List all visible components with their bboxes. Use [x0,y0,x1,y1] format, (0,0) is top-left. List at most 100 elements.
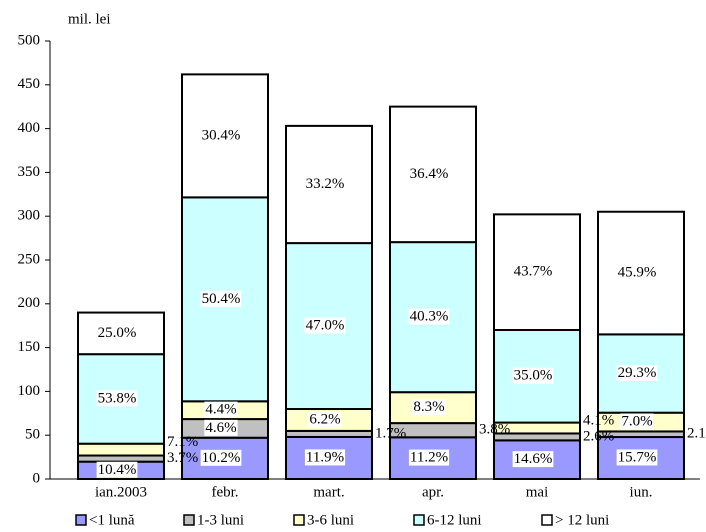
data-label: 7.1% [167,434,198,450]
data-label-bg [96,390,138,407]
data-label: 7.0% [621,413,652,429]
y-tick-label: 150 [18,339,41,355]
y-tick-label: 350 [18,164,41,180]
y-axis-title: mil. lei [68,11,111,27]
data-label-bg [620,413,654,430]
data-label: 6.2% [309,411,340,427]
data-label: 50.4% [202,291,241,307]
data-label: 43.7% [514,264,553,280]
data-label: 2.6% [583,428,614,444]
legend-label: <1 lună [89,512,135,528]
data-label-group: 11.9% [304,449,346,466]
data-label-bg [308,411,342,428]
data-label-bg [304,175,346,192]
data-label-group: 3.8% [479,422,510,438]
data-label-group: 3.7% [167,450,198,466]
data-label-group: 25.0% [96,324,138,341]
legend-swatch [183,514,195,526]
x-tick-label: iun. [630,484,653,500]
data-label-group: 11.2% [408,449,450,466]
data-label-bg [616,449,658,466]
data-label: 11.9% [306,449,344,465]
data-label: 10.4% [98,462,137,478]
data-label-bg [200,290,242,307]
legend-label: 3-6 luni [307,512,354,528]
data-label: 10.2% [202,450,241,466]
data-label-bg [408,165,450,182]
legend-label: > 12 luni [555,512,609,528]
data-label-group: 30.4% [200,127,242,144]
legend-label: 6-12 luni [427,512,482,528]
data-label-group: 15.7% [616,449,658,466]
data-label: 25.0% [98,325,137,341]
legend-swatch [413,514,425,526]
data-label-group: 45.9% [616,264,658,281]
data-label-bg [304,317,346,334]
data-label-group: 50.4% [200,290,242,307]
data-label: 45.9% [618,264,657,280]
data-label: 4.4% [205,402,236,418]
data-label-group: 43.7% [512,263,554,280]
data-label-bg [616,264,658,281]
data-label-bg [96,461,138,478]
data-label-bg [408,449,450,466]
data-label-bg [616,364,658,381]
y-tick-label: 100 [18,383,41,399]
y-tick-label: 50 [25,427,40,443]
data-label-group: 7.1% [167,434,198,450]
data-label-group: 36.4% [408,165,450,182]
data-label: 4.6% [205,420,236,436]
data-label: 40.3% [410,309,449,325]
data-label-bg [200,127,242,144]
data-label-group: 40.3% [408,308,450,325]
data-label: 36.4% [410,166,449,182]
data-label-group: 10.2% [200,449,242,466]
legend-swatch [75,514,87,526]
x-tick-label: ian.2003 [95,484,147,500]
y-tick-label: 300 [18,208,41,224]
legend-label: 1-3 luni [197,512,244,528]
data-label-group: 35.0% [512,367,554,384]
data-label: 11.2% [410,450,448,466]
data-label: 4.1% [583,412,614,428]
data-label: 1.7% [375,425,406,441]
data-label-bg [512,451,554,468]
data-label-group: 10.4% [96,461,138,478]
data-label-bg [200,449,242,466]
x-tick-label: mai [526,484,549,500]
data-label: 2.1% [687,426,706,442]
data-label: 3.7% [167,450,198,466]
data-label-group: 53.8% [96,390,138,407]
data-label-bg [408,308,450,325]
data-label: 15.7% [618,449,657,465]
data-label: 3.8% [479,422,510,438]
data-label-bg [512,263,554,280]
data-label-group: 6.2% [308,411,342,428]
legend-swatch [541,514,553,526]
data-label-group: 4.4% [204,401,238,418]
data-label: 8.3% [413,399,444,415]
data-label: 14.6% [514,451,553,467]
legend-swatch [293,514,305,526]
data-label-bg [96,324,138,341]
data-label: 29.3% [618,365,657,381]
data-label-bg [204,401,238,418]
data-label-bg [412,399,446,416]
data-label: 30.4% [202,127,241,143]
x-tick-label: mart. [313,484,344,500]
y-tick-label: 0 [33,470,41,486]
data-label-bg [304,449,346,466]
data-label-group: 29.3% [616,364,658,381]
data-label: 47.0% [306,317,345,333]
data-label: 35.0% [514,368,553,384]
bar-segment [181,73,269,199]
y-tick-label: 200 [18,295,41,311]
data-label-group: 8.3% [412,399,446,416]
bar-segment [77,442,165,457]
data-label-bg [204,419,238,436]
data-label-group: 33.2% [304,175,346,192]
data-label-group: 47.0% [304,317,346,334]
y-tick-label: 400 [18,120,41,136]
y-tick-label: 450 [18,76,41,92]
